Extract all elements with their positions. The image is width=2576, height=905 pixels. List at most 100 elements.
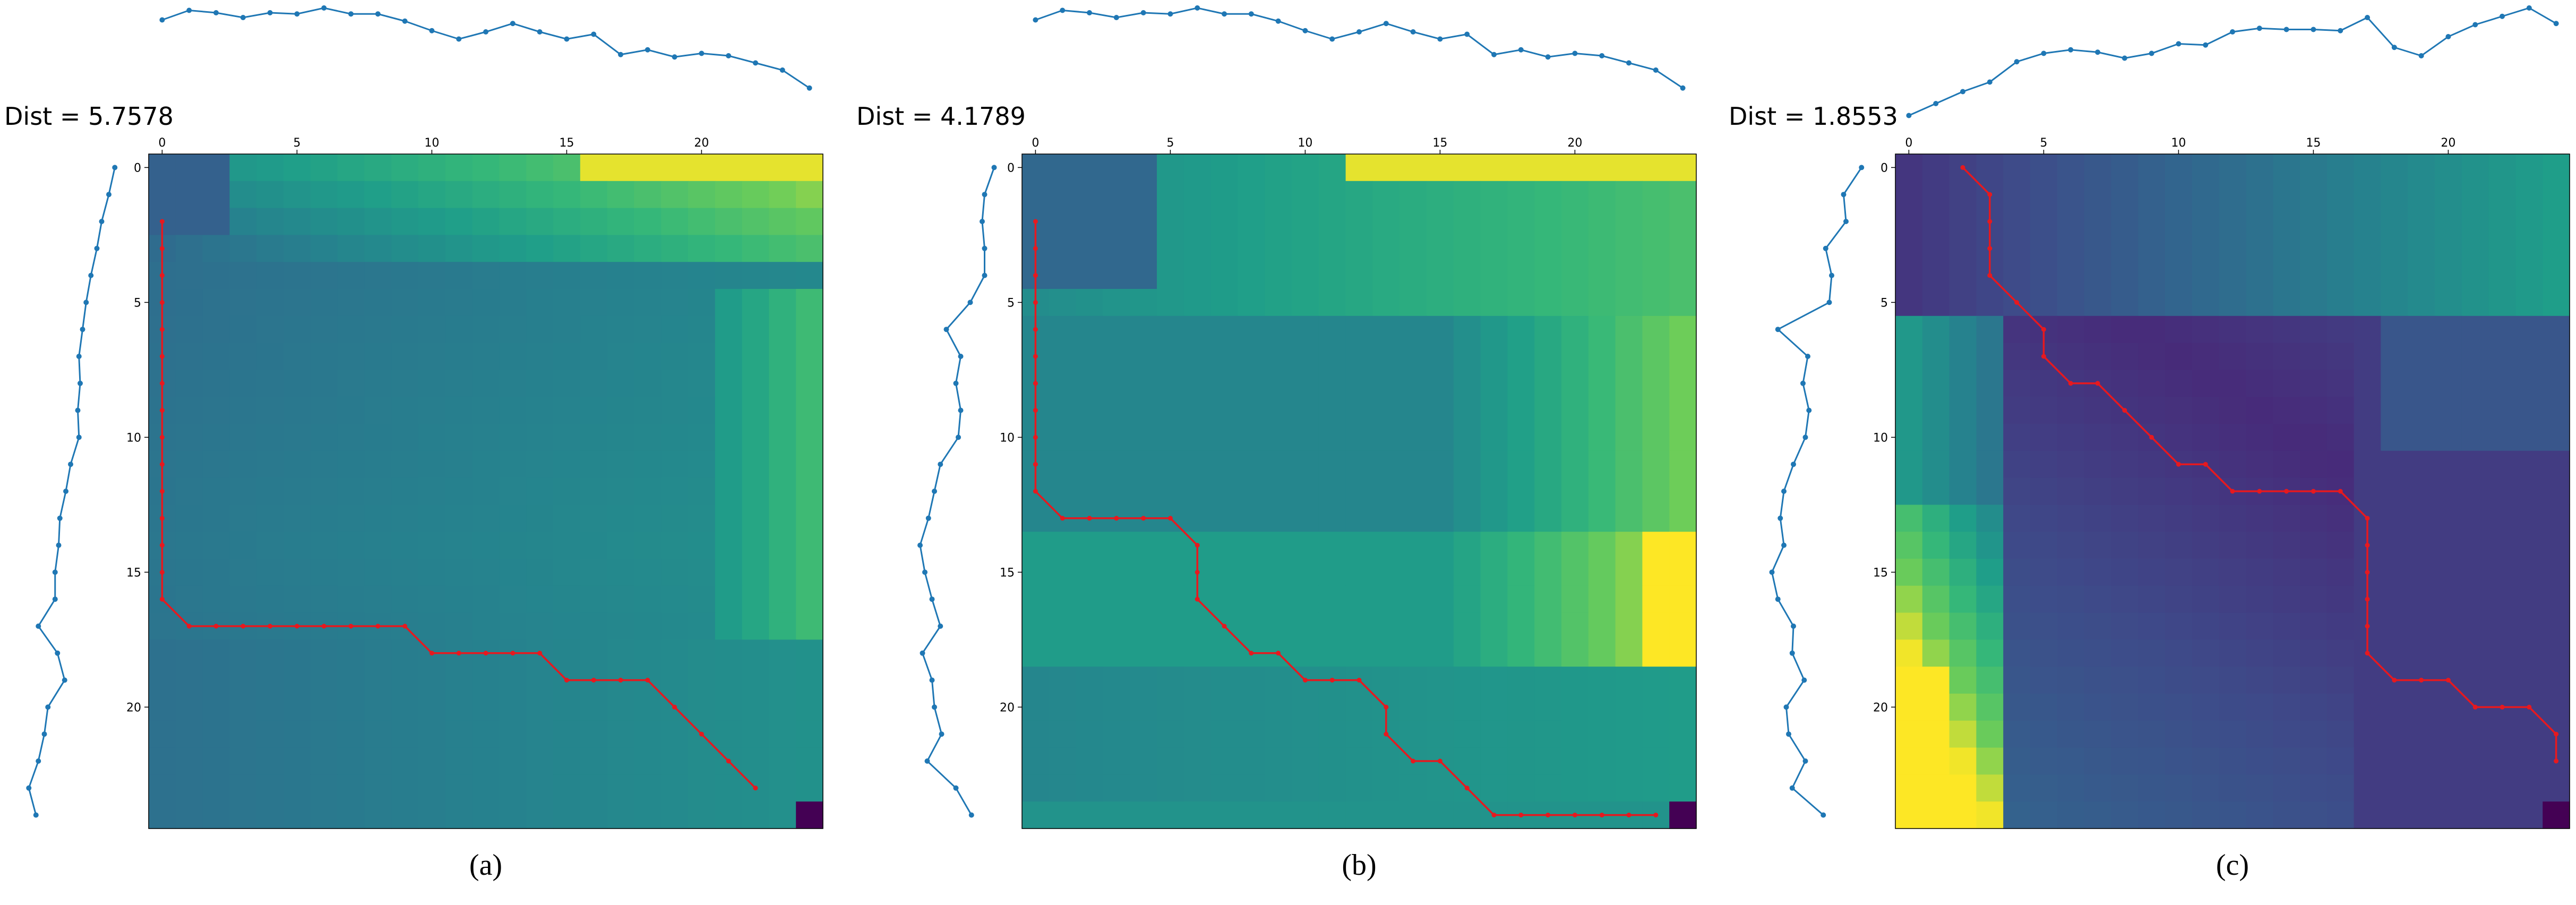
heatmap-cell <box>580 477 608 505</box>
heatmap-cell <box>472 289 500 317</box>
heatmap-cell <box>526 315 554 344</box>
heatmap-cell <box>1210 747 1238 775</box>
heatmap-cell <box>715 424 743 451</box>
x-tick-label: 0 <box>1905 136 1912 150</box>
heatmap-cell <box>1427 559 1454 586</box>
heatmap-cell <box>1507 694 1535 721</box>
heatmap-cell <box>1507 208 1535 235</box>
heatmap-cell <box>284 585 311 613</box>
heatmap-cell <box>418 262 446 289</box>
heatmap-cell <box>2138 208 2166 235</box>
heatmap-cell <box>580 181 608 209</box>
heatmap-cell <box>1076 424 1103 451</box>
heatmap-cell <box>1427 477 1454 505</box>
heatmap-cell <box>1949 747 1977 775</box>
heatmap-cell <box>1895 424 1923 451</box>
heatmap-cell <box>1022 154 1050 182</box>
top-series-point <box>1545 54 1551 60</box>
heatmap-cell <box>2057 450 2085 479</box>
left-series-point <box>56 542 62 548</box>
heatmap-cell <box>1076 262 1103 289</box>
heatmap-cell <box>1949 235 1977 262</box>
heatmap-cell <box>1642 774 1670 802</box>
heatmap-cell <box>202 667 230 694</box>
heatmap-cell <box>284 370 311 397</box>
heatmap-cell <box>2381 559 2408 586</box>
warping-path-point <box>268 624 273 629</box>
heatmap-cell <box>2354 235 2381 262</box>
heatmap-cell <box>418 397 446 424</box>
heatmap-cell <box>202 154 230 182</box>
heatmap-cell <box>391 397 419 424</box>
heatmap-cell <box>229 585 257 613</box>
heatmap-cell <box>2111 532 2139 559</box>
heatmap-cell <box>1669 262 1697 289</box>
heatmap-cell <box>634 397 662 424</box>
heatmap-cell <box>149 612 176 640</box>
heatmap-cell <box>2354 694 2381 721</box>
heatmap-cell <box>769 424 796 451</box>
top-series-line <box>161 7 810 89</box>
heatmap-cell <box>1895 315 1923 344</box>
heatmap-cell <box>2326 801 2355 829</box>
top-series-point <box>1113 15 1119 20</box>
heatmap-cell <box>2461 585 2489 613</box>
heatmap-cell <box>2165 585 2193 613</box>
heatmap-cell <box>1183 289 1212 317</box>
heatmap-cell <box>256 289 284 317</box>
heatmap-cell <box>1130 532 1157 559</box>
heatmap-cell <box>1210 559 1238 586</box>
heatmap-cell <box>2273 747 2300 775</box>
heatmap-cell <box>607 424 634 451</box>
heatmap-cell <box>2084 667 2111 694</box>
heatmap-cell <box>1210 505 1238 532</box>
heatmap-cell <box>1345 315 1373 344</box>
top-series-point <box>2149 50 2154 56</box>
heatmap-cell <box>1534 639 1562 667</box>
heatmap-cell <box>2408 720 2435 748</box>
top-series-point <box>1302 28 1308 33</box>
heatmap-cell <box>256 477 284 505</box>
heatmap-cell <box>1588 370 1616 397</box>
warping-path-point <box>1302 678 1308 683</box>
heatmap-cell <box>1976 667 2004 694</box>
heatmap-cell <box>2219 747 2246 775</box>
top-series-point <box>2553 21 2559 27</box>
heatmap-cell <box>769 667 796 694</box>
heatmap-cell <box>526 154 554 182</box>
heatmap-cell <box>1238 208 1265 235</box>
heatmap-cell <box>2354 289 2381 317</box>
heatmap-cell <box>1103 181 1130 209</box>
heatmap-cell <box>472 208 500 235</box>
heatmap-cell <box>175 477 203 505</box>
heatmap-cell <box>1480 532 1508 559</box>
heatmap-cell <box>2003 612 2031 640</box>
heatmap-cell <box>2300 694 2328 721</box>
heatmap-cell <box>1534 208 1562 235</box>
warping-path-point <box>1114 516 1119 521</box>
heatmap-cell <box>2300 585 2328 613</box>
heatmap-cell <box>2488 343 2516 370</box>
heatmap-cell <box>1049 450 1077 479</box>
heatmap-cell <box>1318 315 1346 344</box>
heatmap-cell <box>1049 424 1077 451</box>
heatmap-cell <box>1130 450 1157 479</box>
heatmap-cell <box>1480 289 1508 317</box>
heatmap-cell <box>2435 262 2462 289</box>
heatmap-cell <box>2219 532 2246 559</box>
heatmap-cell <box>229 154 257 182</box>
warping-path-point <box>699 731 704 737</box>
heatmap-cell <box>391 720 419 748</box>
left-series-point <box>33 812 39 818</box>
heatmap-cell <box>1157 289 1184 317</box>
heatmap-cell <box>337 343 365 370</box>
heatmap-cell <box>1210 477 1238 505</box>
heatmap-cell <box>229 370 257 397</box>
heatmap-cell <box>1103 154 1130 182</box>
heatmap-cell <box>796 181 823 209</box>
heatmap-cell <box>2138 181 2166 209</box>
top-series-point <box>2203 42 2209 48</box>
heatmap-cell <box>1427 532 1454 559</box>
heatmap-cell <box>2111 477 2139 505</box>
